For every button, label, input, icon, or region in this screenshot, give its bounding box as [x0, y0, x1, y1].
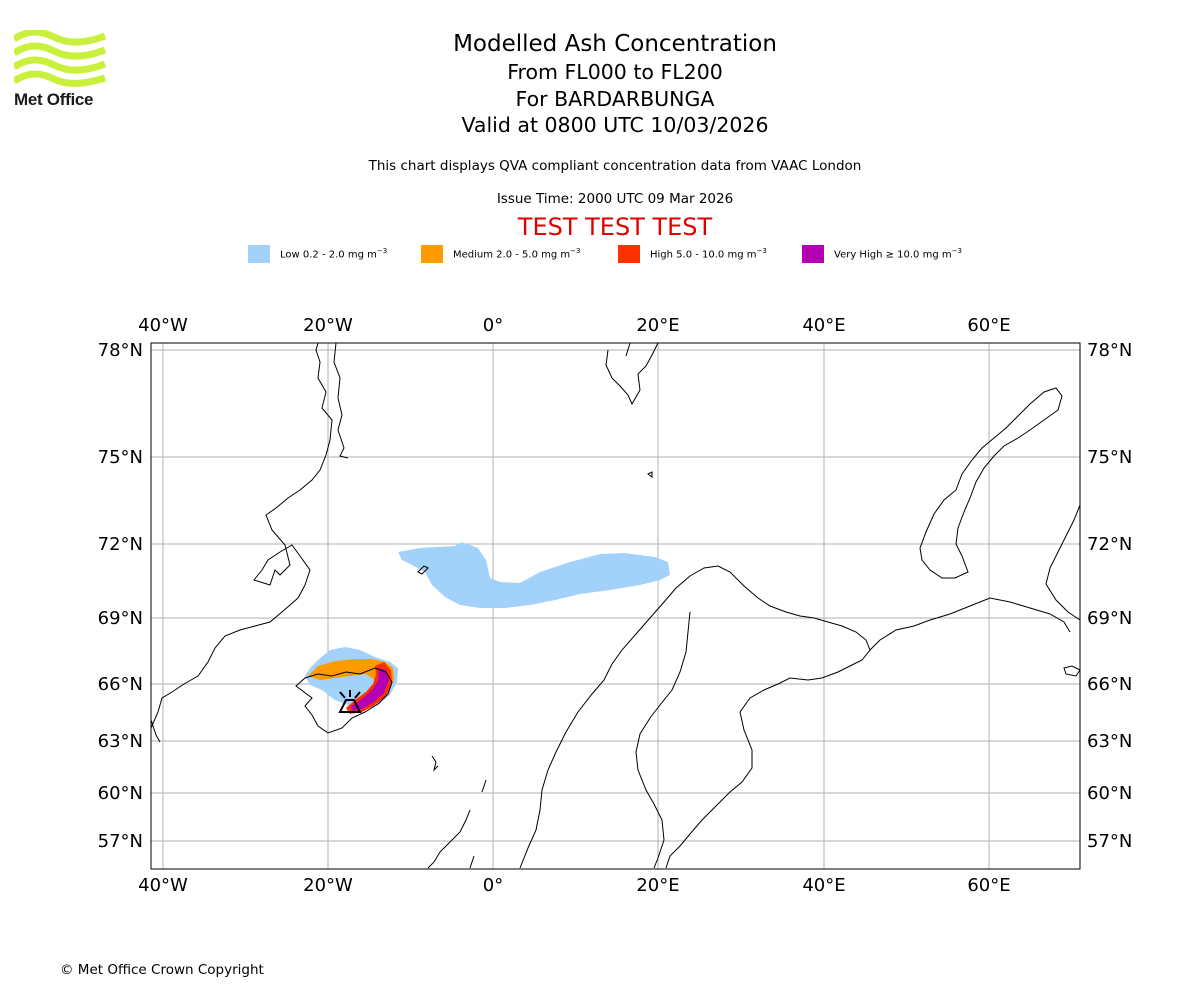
lon-label-top: 0° [483, 315, 503, 336]
lat-label-right: 60°N [1087, 783, 1132, 804]
legend-swatch-high [618, 245, 640, 263]
chart-title-block: Modelled Ash Concentration From FL000 to… [0, 30, 1200, 139]
coast-svalbard [605, 342, 659, 406]
legend-label-very-high: Very High ≥ 10.0 mg m [834, 249, 952, 261]
lat-label-left: 69°N [98, 608, 143, 629]
ash-low-concentration [305, 542, 670, 712]
lat-label-right: 57°N [1087, 831, 1132, 852]
lon-label-bottom: 0° [483, 875, 503, 896]
lat-label-right: 72°N [1087, 534, 1132, 555]
coast-greenland-east [150, 719, 161, 743]
test-banner: TEST TEST TEST [517, 213, 713, 241]
chart-title: Modelled Ash Concentration [453, 31, 777, 57]
coast-gulf-of-bothnia [635, 611, 691, 869]
lat-label-left: 60°N [98, 783, 143, 804]
coast-russia-north [1045, 504, 1081, 621]
volcano-icon [338, 690, 362, 713]
lat-label-right: 75°N [1087, 447, 1132, 468]
lon-labels-top: 40°W 20°W 0° 20°E 40°E 60°E [138, 315, 1010, 336]
copyright-notice: © Met Office Crown Copyright [60, 962, 264, 978]
legend-label-high: High 5.0 - 10.0 mg m [650, 249, 757, 261]
lat-labels-right: 78°N 75°N 72°N 69°N 66°N 63°N 60°N 57°N [1087, 340, 1132, 852]
legend-swatch-very-high [802, 245, 824, 263]
lat-label-right: 78°N [1087, 340, 1132, 361]
coast-greenland [150, 342, 349, 729]
met-office-wordmark: Met Office [14, 90, 94, 109]
coast-iceland [295, 667, 393, 734]
legend-label-medium: Medium 2.0 - 5.0 mg m [453, 249, 571, 261]
lon-label-bottom: 20°E [636, 875, 679, 896]
legend-item-medium: Medium 2.0 - 5.0 mg m−3 [421, 244, 580, 264]
validity-time: Valid at 0800 UTC 10/03/2026 [461, 113, 769, 137]
map-frame [150, 342, 1081, 870]
lon-label-top: 40°E [802, 315, 845, 336]
lon-labels-bottom: 40°W 20°W 0° 20°E 40°E 60°E [138, 875, 1010, 896]
met-office-wave-icon [12, 28, 107, 87]
coast-kola-white-sea [869, 597, 1071, 651]
ash-very-high-concentration [351, 668, 389, 711]
lat-label-left: 57°N [98, 831, 143, 852]
lon-label-bottom: 40°E [802, 875, 845, 896]
met-office-logo: Met Office [12, 28, 110, 112]
lat-label-right: 66°N [1087, 674, 1132, 695]
lat-label-right: 63°N [1087, 731, 1132, 752]
lon-label-top: 20°W [303, 315, 353, 336]
ash-plume-north [398, 542, 670, 608]
coast-uk [427, 779, 487, 869]
chart-description: This chart displays QVA compliant concen… [368, 158, 862, 174]
map-graticule [151, 343, 1080, 869]
lon-label-top: 60°E [967, 315, 1010, 336]
lat-label-left: 75°N [98, 447, 143, 468]
issue-time: Issue Time: 2000 UTC 09 Mar 2026 [496, 191, 734, 207]
lon-label-top: 20°E [636, 315, 679, 336]
lon-label-bottom: 60°E [967, 875, 1010, 896]
coast-russia-island [1063, 665, 1081, 677]
lon-label-bottom: 40°W [138, 875, 188, 896]
lat-label-right: 69°N [1087, 608, 1132, 629]
lat-labels-left: 78°N 75°N 72°N 69°N 66°N 63°N 60°N 57°N [98, 340, 143, 852]
legend-item-very-high: Very High ≥ 10.0 mg m−3 [802, 244, 962, 264]
lat-label-left: 63°N [98, 731, 143, 752]
lat-label-left: 72°N [98, 534, 143, 555]
lat-label-left: 66°N [98, 674, 143, 695]
legend-item-high: High 5.0 - 10.0 mg m−3 [618, 244, 767, 264]
lat-label-left: 78°N [98, 340, 143, 361]
coast-bear-island [647, 471, 653, 478]
coast-novaya-zemlya [919, 387, 1063, 579]
lon-label-top: 40°W [138, 315, 188, 336]
legend-swatch-low [248, 245, 270, 263]
flight-level-range: From FL000 to FL200 [507, 60, 723, 84]
coast-jan-mayen [417, 565, 429, 575]
legend-item-low: Low 0.2 - 2.0 mg m−3 [248, 244, 387, 264]
coastlines [150, 342, 1081, 869]
coast-scandinavia [519, 565, 871, 869]
volcano-name: For BARDARBUNGA [515, 86, 715, 111]
legend-swatch-medium [421, 245, 443, 263]
lon-label-bottom: 20°W [303, 875, 353, 896]
legend-label-low: Low 0.2 - 2.0 mg m [280, 249, 377, 261]
coast-faroe [431, 755, 439, 772]
